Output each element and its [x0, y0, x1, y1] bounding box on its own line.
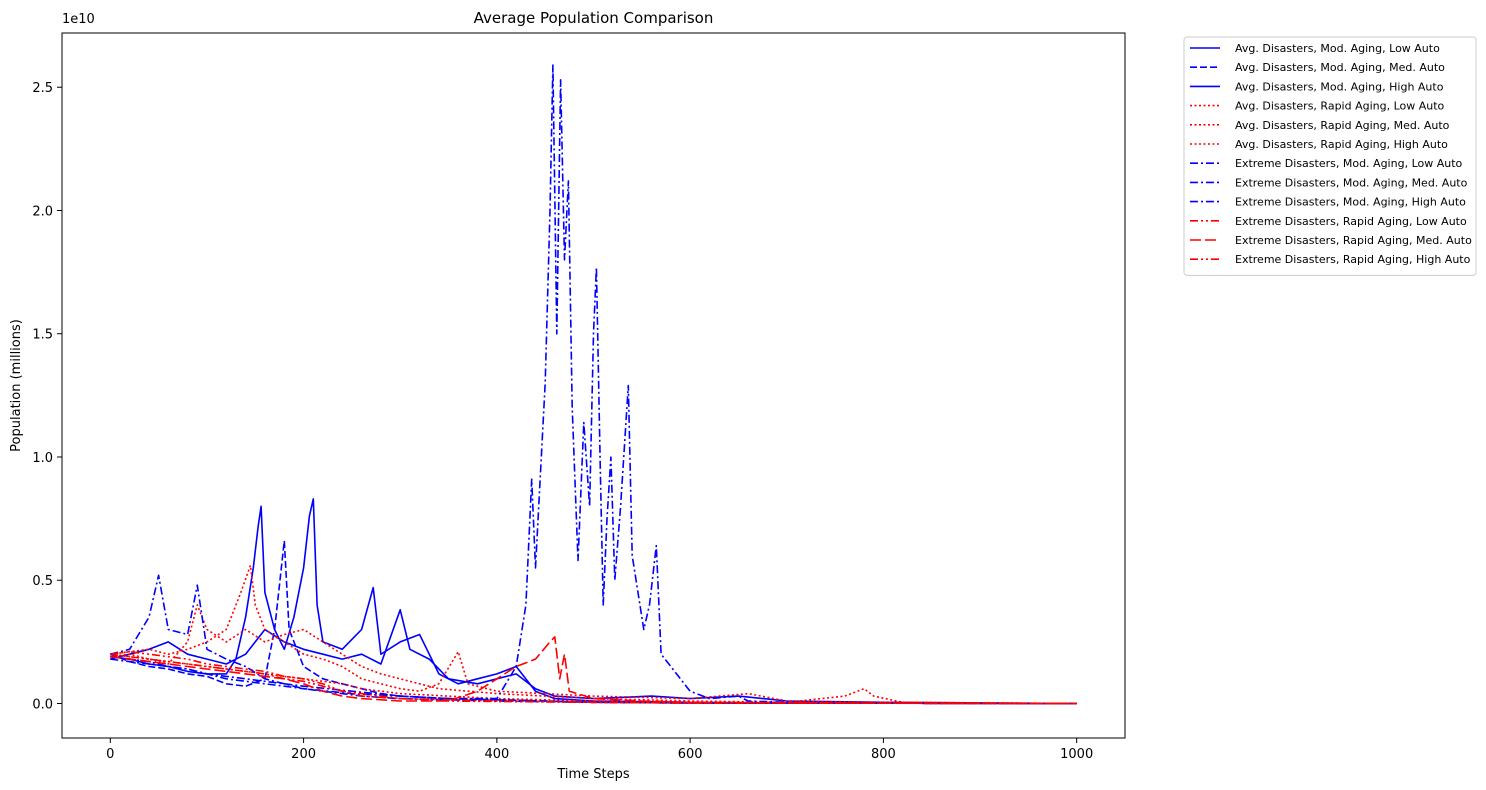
legend-entry-label: Avg. Disasters, Mod. Aging, Low Auto — [1235, 42, 1440, 55]
series-line-11 — [110, 636, 1077, 705]
x-tick-label: 200 — [291, 747, 316, 762]
legend-entry-label: Extreme Disasters, Rapid Aging, Low Auto — [1235, 215, 1467, 228]
x-tick-label: 0 — [106, 747, 114, 762]
x-tick-label: 400 — [484, 747, 509, 762]
y-axis-offset-label: 1e10 — [62, 12, 95, 27]
series-layer — [110, 64, 1077, 705]
legend-entry-label: Extreme Disasters, Mod. Aging, Med. Auto — [1235, 176, 1468, 189]
legend: Avg. Disasters, Mod. Aging, Low Auto Avg.… — [1183, 36, 1477, 276]
x-tick-label: 1000 — [1060, 747, 1093, 762]
legend-entry-label: Avg. Disasters, Rapid Aging, Med. Auto — [1235, 119, 1450, 132]
chart-title: Average Population Comparison — [474, 9, 714, 27]
y-tick-label: 0.0 — [32, 697, 53, 712]
series-line-4 — [110, 564, 1077, 705]
legend-box — [1183, 36, 1477, 276]
series-line-8 — [110, 64, 1077, 705]
series-line-5 — [110, 604, 1077, 705]
legend-entry-label: Avg. Disasters, Mod. Aging, High Auto — [1235, 80, 1444, 93]
y-tick-label: 2.0 — [32, 204, 53, 219]
series-line-6 — [110, 653, 1077, 705]
series-line-3 — [110, 609, 1077, 705]
x-axis-ticks: 0 200 400 600 800 1000 — [106, 738, 1093, 762]
x-tick-label: 800 — [871, 747, 896, 762]
legend-entry-label: Avg. Disasters, Mod. Aging, Med. Auto — [1235, 61, 1445, 74]
legend-entry-label: Avg. Disasters, Rapid Aging, Low Auto — [1235, 100, 1445, 113]
y-tick-label: 1.5 — [32, 328, 53, 343]
legend-entry-label: Extreme Disasters, Rapid Aging, High Aut… — [1235, 253, 1471, 266]
y-axis-ticks: 0.0 0.5 1.0 1.5 2.0 2.5 — [32, 81, 62, 712]
y-tick-label: 2.5 — [32, 81, 53, 96]
y-tick-label: 0.5 — [32, 574, 53, 589]
series-line-2 — [110, 540, 1077, 705]
legend-entry-label: Extreme Disasters, Mod. Aging, High Auto — [1235, 196, 1466, 209]
legend-entry-label: Extreme Disasters, Rapid Aging, Med. Aut… — [1235, 234, 1472, 247]
series-line-10 — [110, 650, 1077, 705]
plot-area-frame — [61, 32, 1126, 739]
series-line-1 — [110, 498, 1077, 705]
series-line-12 — [110, 653, 1077, 705]
legend-entry-label: Extreme Disasters, Mod. Aging, Low Auto — [1235, 157, 1463, 170]
y-axis-label: Population (millions) — [9, 319, 24, 452]
y-tick-label: 1.0 — [32, 451, 53, 466]
x-axis-label: Time Steps — [556, 767, 630, 782]
legend-entry-label: Avg. Disasters, Rapid Aging, High Auto — [1235, 138, 1448, 151]
series-line-7 — [110, 574, 1077, 705]
x-tick-label: 600 — [678, 747, 703, 762]
